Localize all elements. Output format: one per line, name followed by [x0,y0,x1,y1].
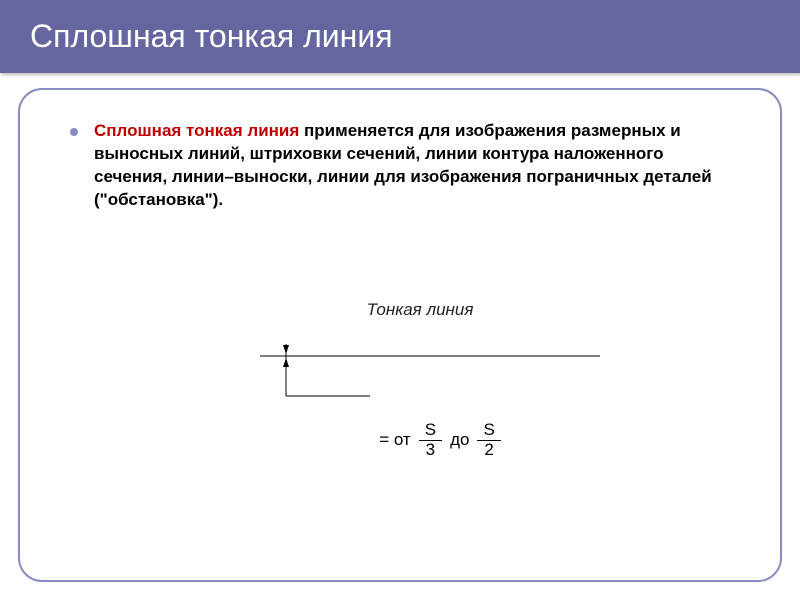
thin-line-illustration [230,328,610,398]
slide: Сплошная тонкая линия Сплошная тонкая ли… [0,0,800,600]
body-text: Сплошная тонкая линия применяется для из… [94,120,740,212]
fraction-2-num: S [477,421,500,441]
diagram: Тонкая линия = от S 3 до S 2 [230,300,610,480]
formula: = от S 3 до S 2 [270,421,610,459]
fraction-1-num: S [419,421,442,441]
formula-mid: до [450,430,469,450]
fraction-2: S 2 [477,421,500,459]
fraction-1-den: 3 [420,441,441,460]
diagram-label: Тонкая линия [230,300,610,320]
bullet-icon [70,128,78,136]
formula-prefix: = от [379,430,411,450]
fraction-1: S 3 [419,421,442,459]
highlight-term: Сплошная тонкая линия [94,121,299,140]
fraction-2-den: 2 [478,441,499,460]
slide-title: Сплошная тонкая линия [0,0,800,73]
bullet-item: Сплошная тонкая линия применяется для из… [70,120,740,212]
content-box: Сплошная тонкая линия применяется для из… [18,88,782,582]
